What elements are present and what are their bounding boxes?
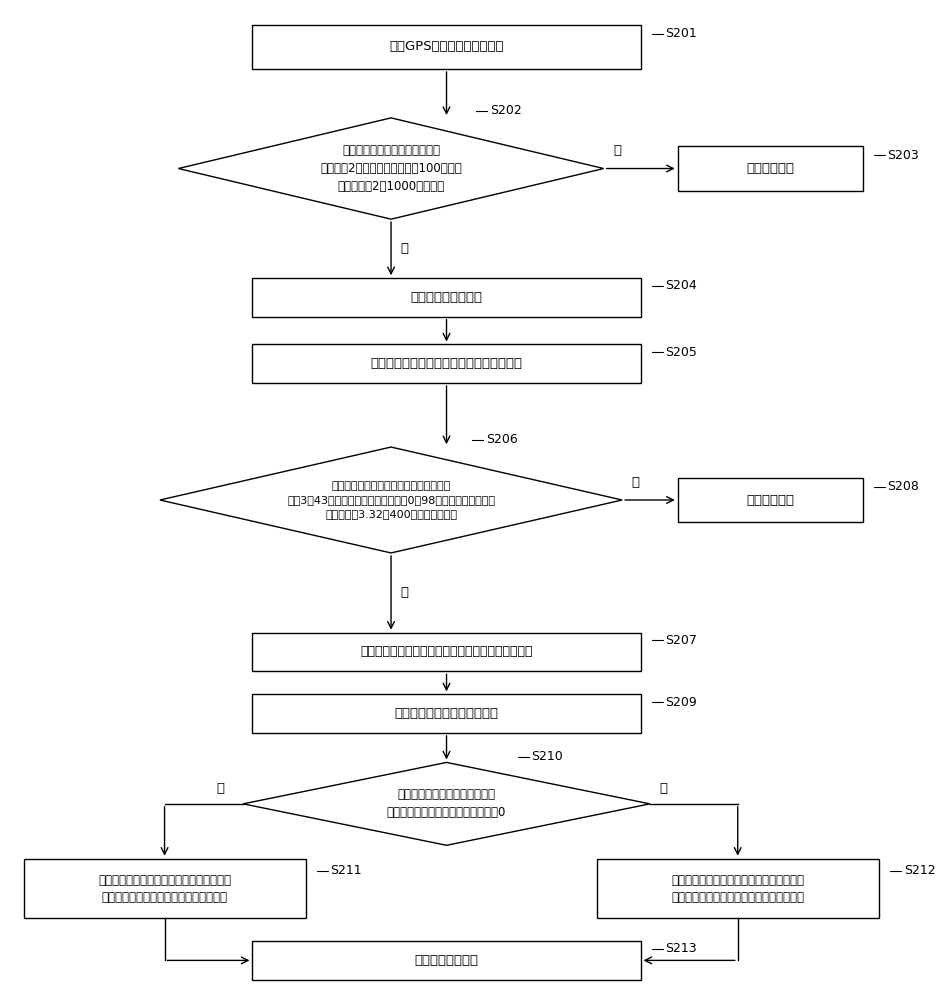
Bar	[678, 478, 863, 522]
Text: S209: S209	[666, 696, 698, 709]
Text: 判断位置点的位置参数中的角度
是否大于2、海拔高度是否大于100米以及
朝向是否在2至1000的范围内: 判断位置点的位置参数中的角度 是否大于2、海拔高度是否大于100米以及 朝向是否…	[321, 144, 462, 193]
Text: S206: S206	[486, 433, 518, 446]
Text: 获取GPS终端采集到的位置点: 获取GPS终端采集到的位置点	[389, 40, 504, 53]
Text: 否: 否	[632, 476, 639, 489]
Polygon shape	[160, 447, 622, 553]
Text: S205: S205	[666, 346, 698, 359]
Text: 是: 是	[217, 782, 224, 795]
Polygon shape	[243, 762, 650, 845]
Text: S207: S207	[666, 634, 698, 647]
Text: S211: S211	[330, 864, 362, 877]
Text: 否: 否	[613, 144, 620, 157]
Text: 获取可信列表中的所有位置点的各个位置参
数的平均值，作为可信位置点的位置参数: 获取可信列表中的所有位置点的各个位置参 数的平均值，作为可信位置点的位置参数	[98, 874, 231, 904]
Text: S208: S208	[887, 480, 919, 493]
Bar	[24, 859, 306, 918]
Text: S212: S212	[903, 864, 935, 877]
Text: S204: S204	[666, 279, 698, 292]
Bar	[253, 694, 640, 733]
Text: 获取预设的取模参数: 获取预设的取模参数	[410, 291, 483, 304]
Text: 判断坐标点列表中的各个位置点的角度是
否在3至43的范围内、计算速度是否在0至98米每秒的范围内以及
速度是否在3.32至400米每秒的范围内: 判断坐标点列表中的各个位置点的角度是 否在3至43的范围内、计算速度是否在0至9…	[287, 481, 495, 519]
Text: 根据取模参数将位置点添加到坐标点列表中: 根据取模参数将位置点添加到坐标点列表中	[371, 357, 522, 370]
Text: 将各个位置点作为运动点或静止点添加到可信列表中: 将各个位置点作为运动点或静止点添加到可信列表中	[360, 645, 533, 658]
Polygon shape	[178, 118, 604, 219]
Text: 获取可信列表中的所有位置点的速度与平均
速度的差值最小的位置点，作为可信位置点: 获取可信列表中的所有位置点的速度与平均 速度的差值最小的位置点，作为可信位置点	[671, 874, 804, 904]
Text: 上报该可信位置点: 上报该可信位置点	[415, 954, 478, 967]
Bar	[253, 344, 640, 383]
Text: 否: 否	[659, 782, 667, 795]
Text: 计算可信列表中的所有位置点的
平均速度，并判断该平均速度是否为0: 计算可信列表中的所有位置点的 平均速度，并判断该平均速度是否为0	[387, 788, 506, 819]
Text: 是: 是	[400, 586, 408, 599]
Bar	[678, 146, 863, 191]
Bar	[253, 633, 640, 671]
Text: 是: 是	[400, 242, 408, 255]
Text: S203: S203	[887, 149, 919, 162]
Text: S201: S201	[666, 27, 698, 40]
Bar	[597, 859, 879, 918]
Text: 获取可信列表中的所有位置点: 获取可信列表中的所有位置点	[394, 707, 499, 720]
Text: S213: S213	[666, 942, 697, 955]
Bar	[253, 941, 640, 980]
Text: S202: S202	[490, 104, 521, 117]
Text: S210: S210	[532, 750, 563, 763]
Text: 舍弃该位置点: 舍弃该位置点	[746, 162, 794, 175]
Text: 舍弃该位置点: 舍弃该位置点	[746, 493, 794, 506]
Bar	[253, 25, 640, 69]
Bar	[253, 278, 640, 317]
